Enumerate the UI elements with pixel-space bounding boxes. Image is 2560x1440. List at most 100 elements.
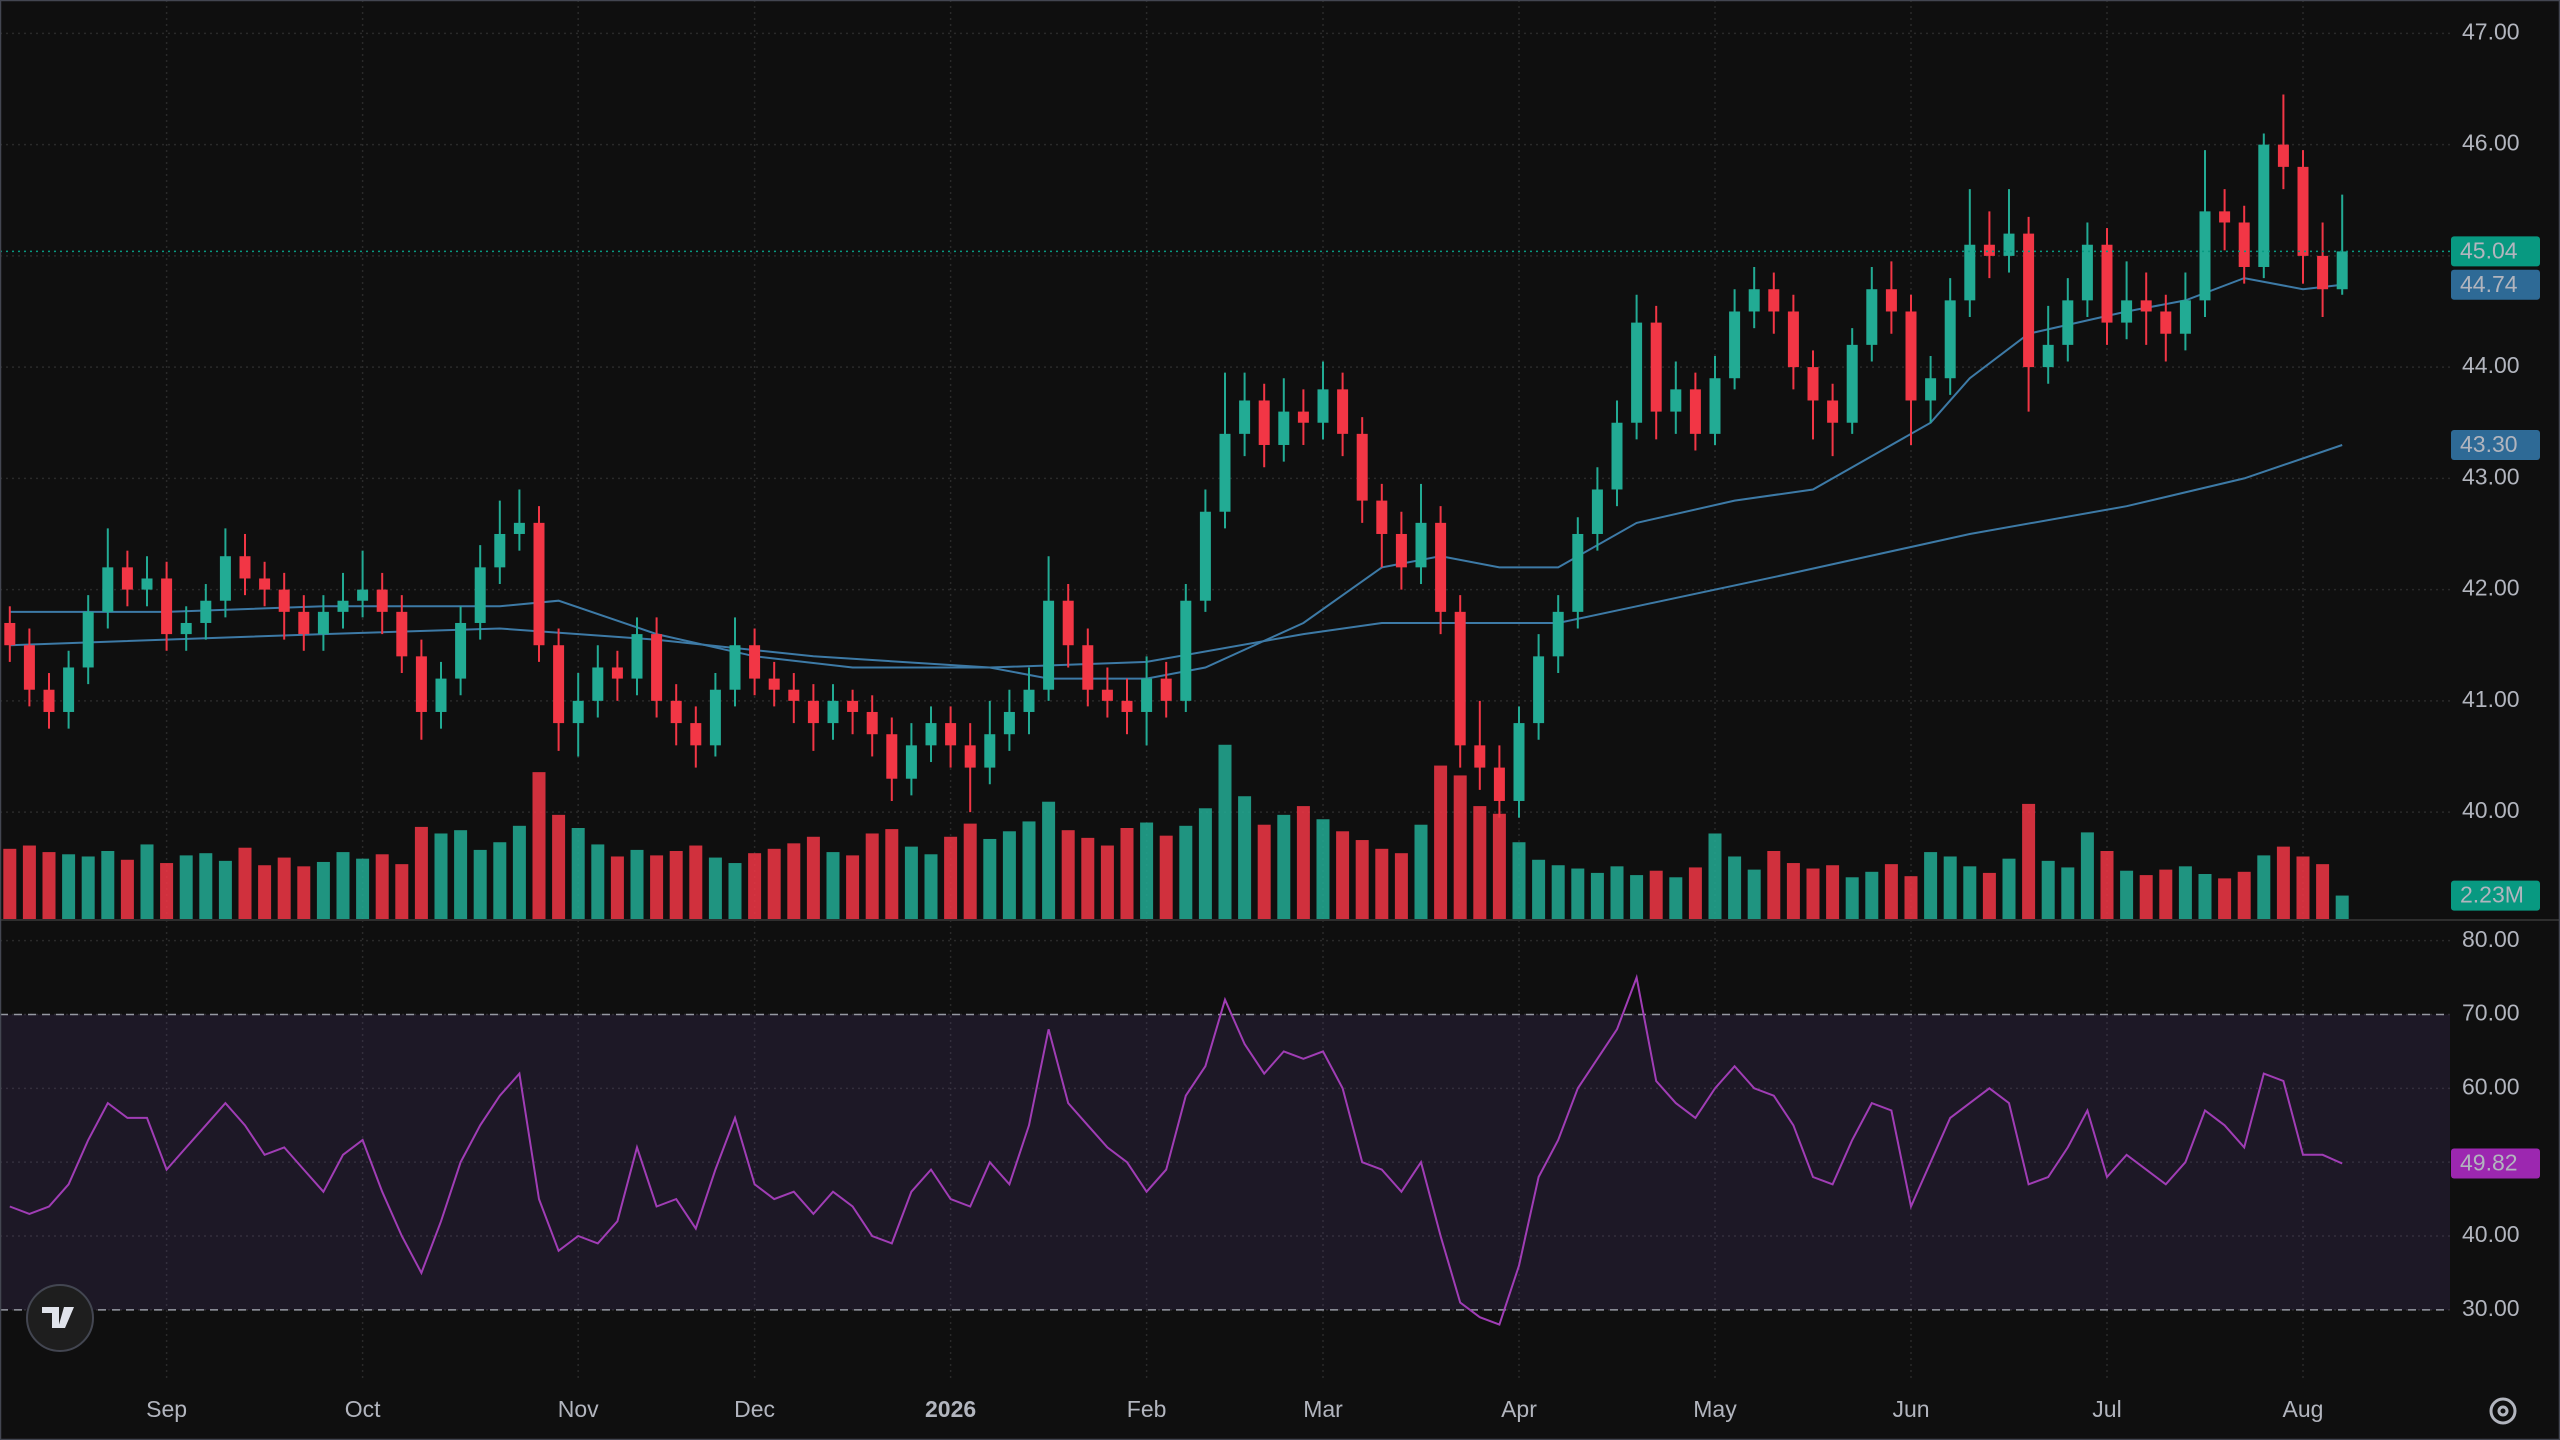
volume-bar <box>983 838 997 920</box>
volume-bar <box>1512 842 1526 920</box>
candle-body <box>905 745 917 779</box>
volume-bar <box>1336 831 1350 920</box>
volume-bar <box>336 852 350 920</box>
candle-body <box>1415 522 1427 568</box>
candle-body <box>651 634 663 701</box>
settings-icon[interactable] <box>2489 1397 2517 1425</box>
volume-bar <box>1649 870 1663 920</box>
x-tick-label: 2026 <box>925 1396 976 1422</box>
volume-bar <box>826 852 840 920</box>
gear-ring[interactable] <box>2489 1397 2517 1425</box>
candle-body <box>788 689 800 701</box>
volume-bar <box>2198 874 2212 920</box>
volume-bar <box>1081 837 1095 920</box>
volume-bar <box>2257 855 2271 920</box>
volume-bar <box>630 849 644 920</box>
candle-body <box>2258 144 2270 267</box>
candle-body <box>1474 745 1486 768</box>
logo-mark[interactable] <box>42 1307 74 1328</box>
candle-body <box>1983 244 1995 256</box>
candle-body <box>1689 389 1701 434</box>
x-tick-label: Sep <box>146 1396 187 1422</box>
volume-bar <box>277 857 291 920</box>
volume-bar <box>179 855 193 920</box>
candle-body <box>82 611 94 668</box>
volume-bar <box>1571 868 1585 920</box>
candle-body <box>357 589 369 601</box>
volume-bar <box>1238 796 1252 920</box>
volume-bar <box>806 836 820 920</box>
candle-body <box>455 622 467 679</box>
volume-bar <box>944 836 958 920</box>
volume-bar <box>924 854 938 920</box>
candle-body <box>1219 433 1231 512</box>
volume-bar <box>1610 866 1624 920</box>
volume-bar <box>42 852 56 920</box>
candle-body <box>709 689 721 746</box>
candle-body <box>984 734 996 768</box>
volume-bar <box>1865 871 1879 920</box>
y-tick-label: 46.00 <box>2462 130 2520 156</box>
candle-body <box>435 678 447 712</box>
candle-body <box>415 656 427 712</box>
candle-body <box>1827 400 1839 423</box>
candle-body <box>690 723 702 746</box>
x-tick-label: Dec <box>734 1396 775 1422</box>
volume-bar <box>904 846 918 920</box>
candle-body <box>1258 400 1270 445</box>
volume-bar <box>1982 872 1996 920</box>
candle-body <box>1337 389 1349 434</box>
volume-label-box <box>2451 880 2540 911</box>
x-tick-label: Aug <box>2283 1396 2324 1422</box>
volume-bar <box>395 864 409 920</box>
volume-bar <box>1963 866 1977 920</box>
volume-bar <box>1355 840 1369 920</box>
x-tick-label: Nov <box>558 1396 599 1422</box>
volume-bar <box>1728 856 1742 920</box>
candle-body <box>1023 689 1035 712</box>
candle-body <box>1062 600 1074 646</box>
logo-circle[interactable] <box>26 1284 94 1352</box>
candle-body <box>1160 678 1172 701</box>
volume-bar <box>22 845 36 920</box>
candle-body <box>866 711 878 735</box>
rsi-tick-label: 60.00 <box>2462 1073 2520 1099</box>
y-tick-label: 47.00 <box>2462 18 2520 44</box>
candle-body <box>494 533 506 568</box>
volume-bar <box>2100 851 2114 920</box>
volume-bar <box>1924 852 1938 920</box>
gear-hub[interactable] <box>2497 1405 2509 1417</box>
volume-bar <box>2002 858 2016 920</box>
last-price-label-box <box>2451 236 2540 267</box>
candle-body <box>1278 411 1290 445</box>
candle-body <box>474 567 486 623</box>
candle-body <box>749 645 761 679</box>
volume-bar <box>2335 895 2349 920</box>
candle-body <box>1964 244 1976 301</box>
candle-body <box>1611 422 1623 490</box>
volume-bar <box>101 851 115 920</box>
volume-bar <box>3 848 17 920</box>
volume-bar <box>1806 868 1820 920</box>
candle-body <box>1533 656 1545 724</box>
rsi-tick-label: 30.00 <box>2462 1295 2520 1321</box>
volume-bar <box>1845 877 1859 920</box>
volume-bar <box>767 848 781 920</box>
logo[interactable] <box>26 1284 94 1352</box>
x-tick-label: Mar <box>1303 1396 1343 1422</box>
volume-bar <box>1022 821 1036 920</box>
volume-bar <box>552 814 566 920</box>
y-tick-label: 44.00 <box>2462 352 2520 378</box>
volume-bar <box>120 859 134 920</box>
volume-bar <box>140 844 154 920</box>
volume-bar <box>2276 846 2290 920</box>
candle-body <box>631 634 643 679</box>
volume-bar <box>1179 825 1193 920</box>
candle-body <box>180 622 192 635</box>
volume-bar <box>2120 870 2134 920</box>
candle-body <box>1003 711 1015 735</box>
volume-bar <box>238 847 252 920</box>
rsi-band <box>0 1014 2450 1310</box>
